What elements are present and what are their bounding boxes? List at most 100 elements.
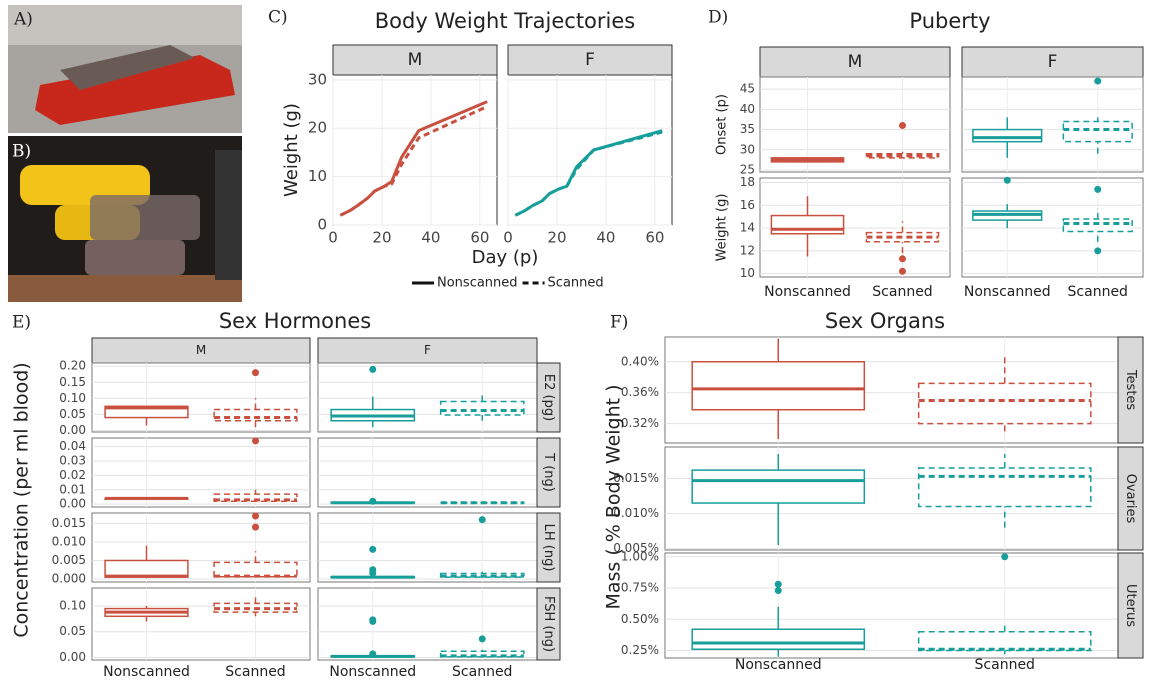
outlier — [1094, 247, 1102, 255]
y-tick-label: 0.20 — [59, 359, 86, 373]
y-tick-label: 0.05 — [59, 624, 86, 638]
row-label: E2 (pg) — [541, 374, 556, 421]
row-label: Weight (g) — [715, 194, 730, 262]
row-label: T (ng) — [541, 452, 556, 492]
photo-a-holder — [35, 55, 235, 125]
box — [691, 469, 866, 504]
outlier — [478, 635, 486, 643]
box — [439, 400, 525, 416]
x-tick-label: 40 — [421, 229, 440, 247]
outlier — [478, 516, 486, 524]
x-tick-label: Scanned — [1068, 284, 1128, 300]
y-tick-label: 0.40% — [621, 354, 659, 368]
y-axis-title: Mass ( % Body Weight ) — [603, 384, 625, 609]
panel-label: F) — [610, 313, 628, 333]
x-tick-label: Nonscanned — [764, 284, 851, 300]
x-tick-label: Nonscanned — [735, 657, 822, 673]
y-tick-label: 0.03 — [59, 454, 86, 468]
photo-b-tube — [90, 195, 200, 240]
x-tick-label: 60 — [470, 229, 489, 247]
y-tick-label: 0.00 — [59, 423, 86, 437]
box — [213, 561, 298, 578]
plot-area — [317, 587, 538, 661]
outlier — [369, 566, 377, 574]
y-tick-label: 25 — [740, 162, 755, 176]
y-tick-label: 0.32% — [621, 416, 659, 430]
y-axis-title: Weight (g) — [281, 103, 302, 197]
y-tick-label: 0.02 — [59, 468, 86, 482]
row-label: Uterus — [1123, 584, 1138, 627]
outlier — [252, 512, 259, 520]
x-axis-title: Day (p) — [472, 247, 539, 268]
outlier — [252, 523, 259, 531]
row-strip — [536, 587, 561, 661]
panel-label: C) — [268, 8, 288, 28]
y-tick-label: 14 — [740, 221, 755, 235]
outlier — [1094, 185, 1102, 193]
row-label: Onset (p) — [715, 94, 730, 155]
row-strip — [536, 437, 561, 508]
series-line — [339, 105, 488, 217]
legend-label: Nonscanned — [437, 276, 518, 291]
chart-title: Sex Organs — [825, 309, 945, 333]
y-tick-label: 10 — [308, 167, 327, 185]
x-tick-label: 20 — [372, 229, 391, 247]
y-tick-label: 0.010 — [52, 534, 86, 548]
y-tick-label: 0 — [317, 216, 327, 234]
row-strip — [1117, 336, 1144, 444]
row-label: FSH (ng) — [541, 596, 556, 652]
y-tick-label: 0.75% — [621, 581, 659, 595]
y-tick-label: 0.15 — [59, 375, 86, 389]
plot-area — [317, 362, 538, 433]
series-line — [514, 130, 663, 217]
photo-b-ring — [215, 150, 242, 280]
plot-area — [332, 74, 498, 226]
x-tick-label: 0 — [503, 229, 513, 247]
outlier — [369, 545, 377, 553]
legend-label: Scanned — [548, 276, 604, 291]
y-tick-label: 16 — [740, 198, 755, 212]
x-tick-label: Nonscanned — [964, 284, 1051, 300]
y-tick-label: 0.36% — [621, 385, 659, 399]
y-tick-label: 0.005% — [613, 541, 659, 555]
x-tick-label: Nonscanned — [329, 664, 416, 680]
outlier — [1001, 553, 1009, 561]
outlier — [369, 497, 377, 505]
y-tick-label: 0.25% — [621, 643, 659, 657]
outlier — [899, 255, 906, 263]
y-axis-title: Concentration (per ml blood) — [11, 362, 33, 637]
x-tick-label: 20 — [547, 229, 566, 247]
strip-label: M — [848, 52, 863, 72]
photo-label: B) — [12, 142, 31, 162]
y-tick-label: 35 — [740, 122, 755, 136]
y-tick-label: 30 — [740, 142, 755, 156]
x-tick-label: Scanned — [872, 284, 932, 300]
y-tick-label: 0.01 — [59, 482, 86, 496]
y-tick-label: 0.05 — [59, 407, 86, 421]
y-tick-label: 0.000 — [52, 572, 86, 586]
box — [972, 128, 1043, 143]
outlier — [1003, 176, 1011, 184]
y-tick-label: 0.015% — [613, 471, 659, 485]
strip-label: F — [424, 343, 431, 357]
box — [691, 628, 866, 650]
box — [1062, 120, 1133, 143]
y-tick-label: 1.00% — [621, 549, 659, 563]
box — [104, 405, 189, 419]
row-label: LH (ng) — [541, 524, 556, 572]
strip — [317, 337, 538, 364]
panel-label: D) — [708, 8, 728, 28]
outlier — [899, 122, 906, 130]
photo-b-tube — [85, 240, 185, 275]
photo-b: B) — [8, 136, 242, 302]
outlier — [252, 437, 259, 445]
y-tick-label: 0.00 — [59, 650, 86, 664]
plot-area — [317, 437, 538, 508]
x-tick-label: Nonscanned — [103, 664, 190, 680]
row-strip — [536, 512, 561, 583]
box — [1062, 218, 1133, 233]
x-tick-label: Scanned — [452, 664, 512, 680]
box — [691, 361, 866, 411]
chart-title: Body Weight Trajectories — [375, 9, 635, 33]
